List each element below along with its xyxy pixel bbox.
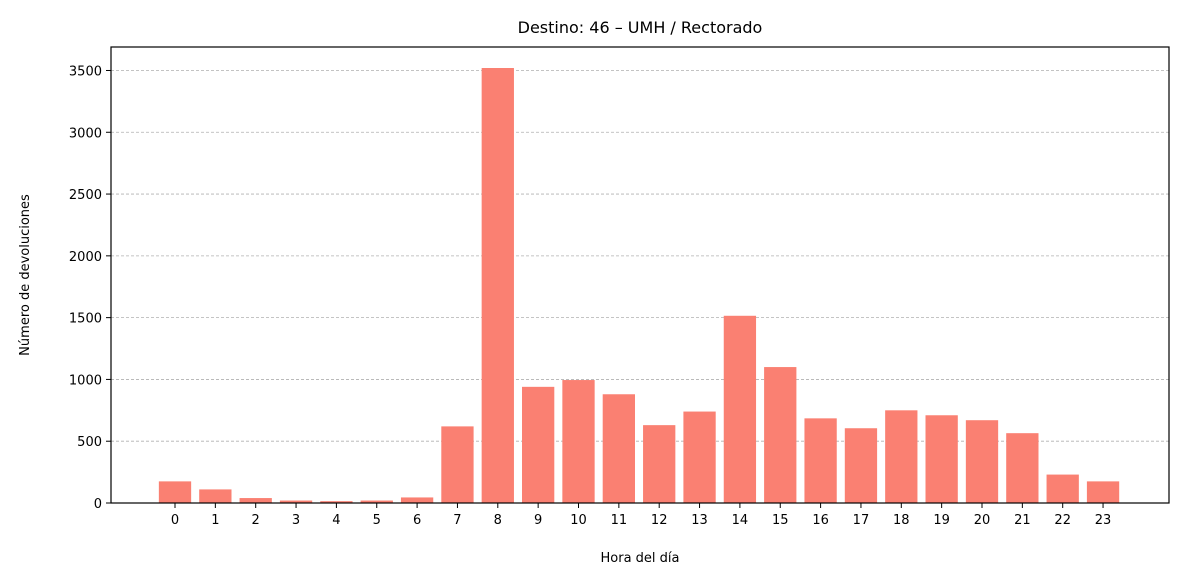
- bar-hour-14: [723, 315, 757, 503]
- y-tick-label: 2500: [69, 188, 102, 203]
- x-tick-label: 1: [211, 513, 219, 528]
- bar-hour-9: [522, 386, 555, 503]
- x-tick-label: 9: [534, 513, 542, 528]
- x-axis-label: Hora del día: [601, 551, 680, 566]
- bars-group: [158, 68, 1120, 504]
- bar-hour-5: [360, 500, 393, 503]
- x-tick-label: 10: [570, 513, 587, 528]
- x-axis-ticks: 0 1 2 3 4 5 6 7 8 9 10 11 12 13 14 15 16 17 18 19 20 21 22 23: [171, 503, 1111, 528]
- x-tick-label: 15: [772, 513, 789, 528]
- bar-hour-23: [1086, 481, 1120, 503]
- bar-hour-18: [885, 410, 918, 503]
- x-tick-label: 12: [651, 513, 668, 528]
- bar-hour-4: [320, 501, 353, 503]
- y-tick-label: 3000: [69, 126, 102, 141]
- bar-hour-6: [400, 497, 434, 503]
- bar-hour-20: [965, 420, 999, 503]
- chart-title: Destino: 46 – UMH / Rectorado: [518, 18, 763, 37]
- bar-hour-17: [844, 428, 878, 503]
- bar-hour-21: [1006, 433, 1039, 503]
- x-tick-label: 7: [453, 513, 461, 528]
- bar-hour-8: [481, 68, 514, 504]
- bar-hour-19: [925, 415, 958, 503]
- x-tick-label: 11: [611, 513, 628, 528]
- x-tick-label: 21: [1014, 513, 1031, 528]
- x-tick-label: 6: [413, 513, 421, 528]
- x-tick-label: 16: [812, 513, 829, 528]
- bar-hour-0: [158, 481, 192, 503]
- bar-hour-10: [562, 380, 595, 503]
- bar-hour-22: [1046, 474, 1079, 503]
- x-tick-label: 14: [732, 513, 749, 528]
- y-tick-label: 3500: [69, 64, 102, 79]
- x-tick-label: 4: [332, 513, 340, 528]
- plot-frame: [110, 46, 1170, 504]
- y-tick-label: 1500: [69, 312, 102, 327]
- y-tick-label: 1000: [69, 373, 102, 388]
- bar-hour-2: [239, 498, 272, 503]
- x-tick-label: 2: [252, 513, 260, 528]
- y-tick-label: 2000: [69, 250, 102, 265]
- x-tick-label: 3: [292, 513, 300, 528]
- y-tick-label: 0: [94, 497, 102, 512]
- x-tick-label: 23: [1095, 513, 1112, 528]
- grid-lines: [111, 70, 1169, 442]
- bar-hour-3: [279, 500, 313, 503]
- bar-hour-1: [199, 489, 232, 503]
- y-axis-ticks: 0 500 1000 1500 2000 2500 3000 3500: [69, 64, 111, 512]
- y-axis-label: Número de devoluciones: [18, 194, 33, 356]
- x-tick-label: 8: [494, 513, 502, 528]
- bar-hour-15: [764, 367, 797, 503]
- y-tick-label: 500: [77, 435, 102, 450]
- x-tick-label: 0: [171, 513, 179, 528]
- x-tick-label: 22: [1054, 513, 1071, 528]
- bar-hour-11: [602, 394, 635, 503]
- x-tick-label: 13: [691, 513, 708, 528]
- x-tick-label: 5: [373, 513, 381, 528]
- bar-hour-13: [683, 411, 716, 503]
- bar-hour-7: [441, 426, 474, 503]
- x-tick-label: 20: [974, 513, 991, 528]
- x-tick-label: 19: [933, 513, 950, 528]
- x-tick-label: 18: [893, 513, 910, 528]
- x-tick-label: 17: [853, 513, 870, 528]
- bar-hour-12: [643, 425, 676, 503]
- bar-hour-16: [804, 418, 837, 503]
